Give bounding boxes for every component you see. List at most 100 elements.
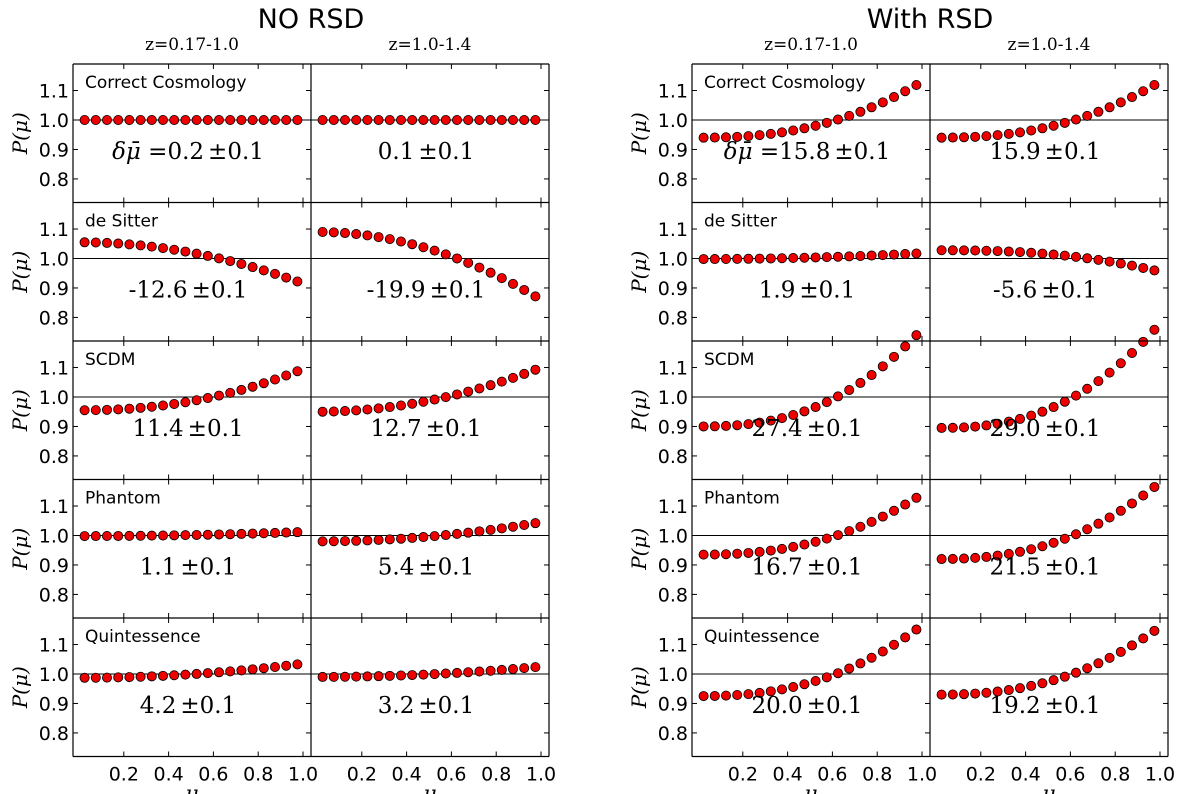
data-point bbox=[959, 245, 970, 256]
data-point bbox=[947, 132, 958, 143]
delta-error: 0.1 bbox=[1064, 139, 1101, 165]
data-point bbox=[292, 366, 303, 377]
data-point bbox=[292, 659, 303, 670]
data-point bbox=[407, 239, 418, 250]
data-point bbox=[351, 671, 362, 682]
data-point bbox=[236, 114, 247, 125]
data-point bbox=[281, 272, 292, 283]
data-point bbox=[236, 384, 247, 395]
data-point bbox=[507, 278, 518, 289]
data-point bbox=[474, 114, 485, 125]
data-point bbox=[947, 689, 958, 700]
data-point bbox=[247, 262, 258, 273]
data-point bbox=[519, 663, 530, 674]
data-point bbox=[788, 541, 799, 552]
data-point bbox=[328, 536, 339, 547]
data-point bbox=[440, 530, 451, 541]
y-tick-label: 1.1 bbox=[658, 635, 688, 657]
data-point bbox=[157, 114, 168, 125]
data-point bbox=[743, 131, 754, 142]
data-point bbox=[1026, 544, 1037, 555]
data-point bbox=[1059, 396, 1070, 407]
data-point bbox=[157, 530, 168, 541]
y-tick-label: 0.9 bbox=[39, 555, 69, 577]
data-point bbox=[936, 422, 947, 433]
data-point bbox=[1082, 253, 1093, 264]
data-point bbox=[855, 377, 866, 388]
data-point bbox=[1115, 505, 1126, 516]
data-point bbox=[810, 536, 821, 547]
data-point bbox=[429, 245, 440, 256]
x-axis-label: μ bbox=[423, 782, 437, 794]
data-point bbox=[317, 536, 328, 547]
data-point bbox=[269, 114, 280, 125]
delta-annotation: -19.9 ±0.1 bbox=[367, 278, 486, 304]
data-point bbox=[1138, 490, 1149, 501]
y-tick-label: 0.8 bbox=[658, 446, 688, 468]
data-point bbox=[981, 245, 992, 256]
data-point bbox=[269, 268, 280, 279]
data-point bbox=[1037, 541, 1048, 552]
y-tick-label: 1.0 bbox=[39, 664, 69, 686]
data-point bbox=[1059, 250, 1070, 261]
delta-value: 15.8 bbox=[779, 139, 830, 165]
series-points bbox=[936, 79, 1160, 143]
data-point bbox=[79, 672, 90, 683]
data-point bbox=[463, 667, 474, 678]
y-tick-label: 1.1 bbox=[39, 358, 69, 380]
data-point bbox=[507, 521, 518, 532]
delta-value: 11.4 bbox=[132, 416, 183, 442]
data-point bbox=[765, 545, 776, 556]
data-point bbox=[202, 250, 213, 261]
data-point bbox=[981, 687, 992, 698]
data-point bbox=[124, 403, 135, 414]
x-tick-label: 1.0 bbox=[526, 764, 556, 786]
plus-minus: ± bbox=[418, 693, 437, 719]
data-point bbox=[821, 117, 832, 128]
data-point bbox=[1015, 247, 1026, 258]
y-tick-label: 1.1 bbox=[39, 219, 69, 241]
data-point bbox=[911, 624, 922, 635]
data-point bbox=[777, 413, 788, 424]
data-point bbox=[1082, 524, 1093, 535]
y-tick-label: 0.9 bbox=[39, 278, 69, 300]
data-point bbox=[247, 664, 258, 675]
delta-error: 0.1 bbox=[819, 278, 856, 304]
data-point bbox=[213, 390, 224, 401]
data-point bbox=[877, 361, 888, 372]
y-tick-label: 0.8 bbox=[39, 169, 69, 191]
data-point bbox=[959, 553, 970, 564]
delta-value: 3.2 bbox=[378, 693, 415, 719]
data-point bbox=[754, 687, 765, 698]
data-point bbox=[877, 250, 888, 261]
x-tick-label: 1.0 bbox=[907, 764, 937, 786]
data-point bbox=[844, 110, 855, 121]
data-point bbox=[519, 519, 530, 530]
data-point bbox=[981, 551, 992, 562]
data-point bbox=[79, 531, 90, 542]
data-point bbox=[451, 667, 462, 678]
data-point bbox=[463, 114, 474, 125]
data-point bbox=[247, 528, 258, 539]
delta-annotation: -5.6 ±0.1 bbox=[993, 278, 1097, 304]
series-points bbox=[317, 227, 541, 302]
data-point bbox=[135, 240, 146, 251]
data-point bbox=[191, 395, 202, 406]
data-point bbox=[1015, 127, 1026, 138]
row-label: Phantom bbox=[704, 489, 780, 509]
data-point bbox=[1149, 324, 1160, 335]
data-point bbox=[877, 97, 888, 108]
delta-value: 15.9 bbox=[989, 139, 1040, 165]
y-tick-label: 0.9 bbox=[39, 139, 69, 161]
data-point bbox=[1138, 262, 1149, 273]
data-point bbox=[474, 666, 485, 677]
data-point bbox=[384, 670, 395, 681]
data-point bbox=[833, 530, 844, 541]
data-point bbox=[339, 114, 350, 125]
data-point bbox=[799, 539, 810, 550]
data-point bbox=[1082, 663, 1093, 674]
data-point bbox=[362, 230, 373, 241]
y-tick-label: 0.8 bbox=[39, 446, 69, 468]
data-point bbox=[732, 131, 743, 142]
column-header: z=1.0-1.4 bbox=[388, 35, 471, 55]
